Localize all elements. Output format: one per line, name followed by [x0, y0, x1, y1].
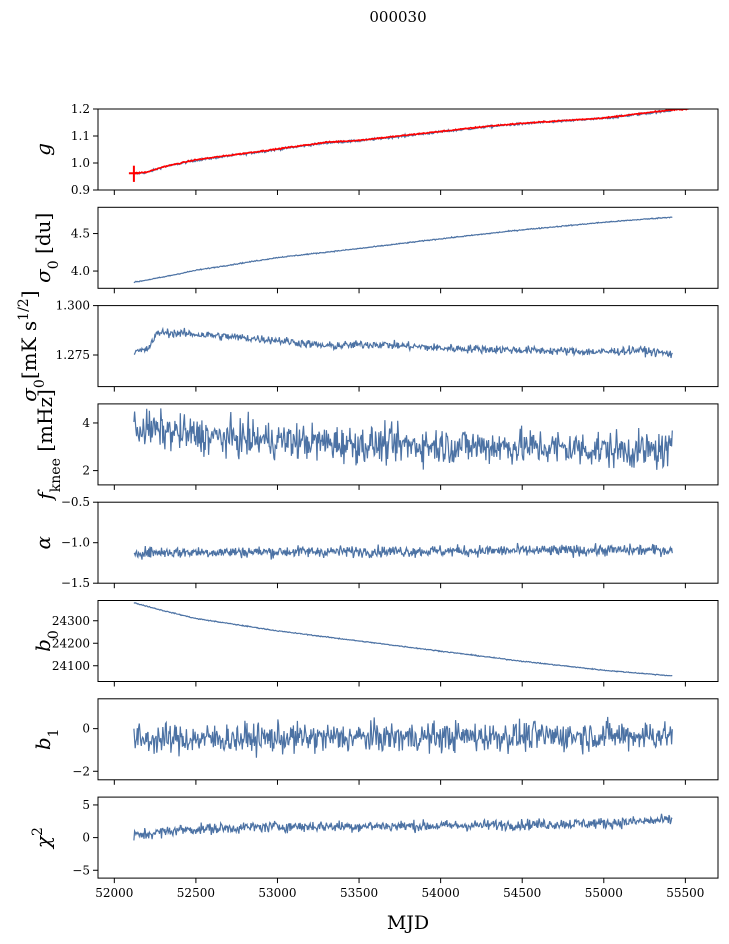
subplot-5: −1.5 −1.0 −0.5 α — [31, 495, 719, 590]
subplot-1: 0.9 1.0 1.1 1.2 g — [31, 102, 719, 197]
axes-frame — [97, 108, 719, 191]
y-tick-label: 24300 — [52, 614, 90, 628]
y-tick-label: −1.0 — [61, 536, 90, 550]
y-tick-label: 0 — [82, 831, 90, 845]
y-tick-label: 1.275 — [56, 348, 90, 362]
y-axis-label: χ2 — [30, 827, 55, 850]
y-tick-label: 4 — [82, 416, 90, 430]
y-tick-label: −0.5 — [61, 495, 90, 509]
x-tick-label: 54000 — [422, 886, 460, 900]
y-tick-label: −5 — [72, 863, 90, 877]
x-tick-label: 55500 — [666, 886, 704, 900]
y-tick-label: 24100 — [52, 659, 90, 673]
y-tick-label: 0.9 — [71, 183, 90, 197]
series-line — [133, 216, 673, 284]
overlay-line — [133, 109, 689, 175]
figure-title: 000030 — [369, 8, 426, 26]
x-tick-label: 55000 — [585, 886, 623, 900]
y-axis-label: fknee [mHz] — [33, 389, 64, 501]
series-line — [133, 326, 673, 359]
y-tick-label: 1.0 — [71, 156, 90, 170]
x-tick-label: 54500 — [503, 886, 541, 900]
x-tick-label: 53500 — [340, 886, 378, 900]
y-tick-label: 5 — [82, 798, 90, 812]
axes-frame — [97, 206, 719, 289]
y-tick-label: 1.300 — [56, 299, 90, 313]
subplot-3: 1.275 1.300 σ0[mK s1/2] — [16, 290, 719, 402]
y-axis-label: α — [31, 535, 55, 549]
y-axis-label: b0 — [31, 630, 62, 652]
axes-frame — [97, 698, 719, 781]
y-tick-label: 4.0 — [71, 264, 90, 278]
y-axis-label: σ0 [du] — [31, 213, 62, 283]
subplot-7: −2 0 b1 — [31, 698, 719, 785]
subplot-4: 2 4 fknee [mHz] — [33, 389, 719, 502]
y-tick-label: 0 — [82, 722, 90, 736]
y-tick-label: −1.5 — [61, 576, 90, 590]
subplot-8: −5 0 5 52000 52500 53000 53500 54000 54500 55000 5… — [30, 796, 719, 900]
y-axis-label: b1 — [31, 728, 62, 750]
axes-frame — [97, 305, 719, 388]
y-axis-label: g — [31, 143, 55, 156]
axes-frame — [97, 600, 719, 682]
y-tick-label: 4.5 — [71, 227, 90, 241]
subplot-stack: 0.9 1.0 1.1 1.2 g 4.0 4.5 σ0 [du] 1.275 1.300 σ0[m… — [16, 102, 719, 900]
series-line — [133, 602, 673, 677]
y-tick-label: −2 — [72, 764, 90, 778]
x-axis-label: MJD — [387, 912, 429, 934]
subplot-2: 4.0 4.5 σ0 [du] — [31, 206, 719, 294]
y-tick-label: 1.2 — [71, 102, 90, 116]
series-line — [133, 716, 673, 758]
y-axis-label: σ0[mK s1/2] — [16, 290, 48, 401]
x-tick-label: 52000 — [95, 886, 133, 900]
y-tick-label: 2 — [82, 464, 90, 478]
x-tick-label: 52500 — [177, 886, 215, 900]
series-line — [133, 813, 673, 841]
axes-frame — [97, 403, 719, 486]
y-tick-label: 24200 — [52, 636, 90, 650]
y-tick-label: 1.1 — [71, 129, 90, 143]
series-line — [133, 408, 673, 470]
series-line — [133, 542, 673, 560]
subplot-6: 24100 24200 24300 b0 — [31, 600, 719, 687]
x-tick-label: 53000 — [258, 886, 296, 900]
